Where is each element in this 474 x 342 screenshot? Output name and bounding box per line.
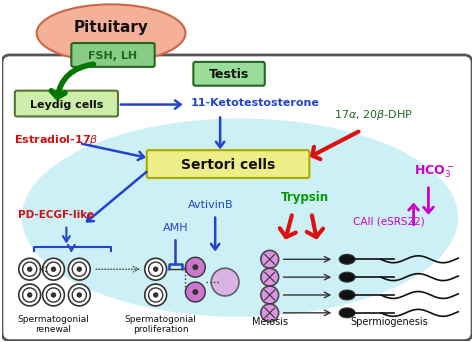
Circle shape xyxy=(43,258,64,280)
Text: CAII (eSRS22): CAII (eSRS22) xyxy=(353,216,425,227)
Circle shape xyxy=(68,284,90,306)
Circle shape xyxy=(261,286,279,304)
Circle shape xyxy=(68,258,90,280)
Text: Estradiol-17$\beta$: Estradiol-17$\beta$ xyxy=(14,133,99,147)
Text: FSH, LH: FSH, LH xyxy=(89,51,137,61)
Text: AMH: AMH xyxy=(163,223,188,233)
Ellipse shape xyxy=(22,118,458,317)
Text: Spermiogenesis: Spermiogenesis xyxy=(350,317,428,327)
Text: 11-Ketotestosterone: 11-Ketotestosterone xyxy=(191,97,319,108)
Circle shape xyxy=(46,288,61,302)
Circle shape xyxy=(23,288,37,302)
Circle shape xyxy=(153,266,158,272)
Circle shape xyxy=(51,292,56,298)
Circle shape xyxy=(19,258,41,280)
Ellipse shape xyxy=(339,272,355,282)
Text: Trypsin: Trypsin xyxy=(281,191,328,204)
Text: PD-ECGF-like: PD-ECGF-like xyxy=(18,210,94,220)
Ellipse shape xyxy=(339,254,355,264)
Ellipse shape xyxy=(36,4,185,62)
Text: Pituitary: Pituitary xyxy=(73,20,148,35)
Circle shape xyxy=(72,262,86,276)
Circle shape xyxy=(51,266,56,272)
Circle shape xyxy=(77,266,82,272)
FancyBboxPatch shape xyxy=(147,150,310,178)
Circle shape xyxy=(72,288,86,302)
Circle shape xyxy=(145,258,166,280)
Circle shape xyxy=(185,257,205,277)
Circle shape xyxy=(27,292,32,298)
Circle shape xyxy=(261,250,279,268)
Text: Meiosis: Meiosis xyxy=(252,317,288,327)
Circle shape xyxy=(261,304,279,322)
Circle shape xyxy=(192,289,198,295)
Text: Spermatogonial
renewal: Spermatogonial renewal xyxy=(18,315,90,334)
Circle shape xyxy=(23,262,37,276)
Ellipse shape xyxy=(339,290,355,300)
Text: 17$\alpha$, 20$\beta$-DHP: 17$\alpha$, 20$\beta$-DHP xyxy=(334,108,413,122)
Text: HCO$_3^-$: HCO$_3^-$ xyxy=(413,164,454,180)
Circle shape xyxy=(148,288,163,302)
FancyBboxPatch shape xyxy=(2,55,472,341)
Circle shape xyxy=(185,282,205,302)
Circle shape xyxy=(77,292,82,298)
Circle shape xyxy=(19,284,41,306)
Circle shape xyxy=(145,284,166,306)
Circle shape xyxy=(148,262,163,276)
Circle shape xyxy=(192,264,198,270)
Ellipse shape xyxy=(339,308,355,318)
Circle shape xyxy=(27,266,32,272)
Text: Spermatogonial
proliferation: Spermatogonial proliferation xyxy=(125,315,197,334)
Text: AvtivinB: AvtivinB xyxy=(187,200,233,210)
Text: Testis: Testis xyxy=(209,68,249,81)
Circle shape xyxy=(261,268,279,286)
Text: Sertori cells: Sertori cells xyxy=(181,158,275,172)
Circle shape xyxy=(46,262,61,276)
Circle shape xyxy=(43,284,64,306)
FancyBboxPatch shape xyxy=(72,43,155,67)
FancyBboxPatch shape xyxy=(15,91,118,116)
FancyBboxPatch shape xyxy=(193,62,265,86)
Text: Leydig cells: Leydig cells xyxy=(30,100,103,109)
Circle shape xyxy=(211,268,239,296)
Circle shape xyxy=(153,292,158,298)
